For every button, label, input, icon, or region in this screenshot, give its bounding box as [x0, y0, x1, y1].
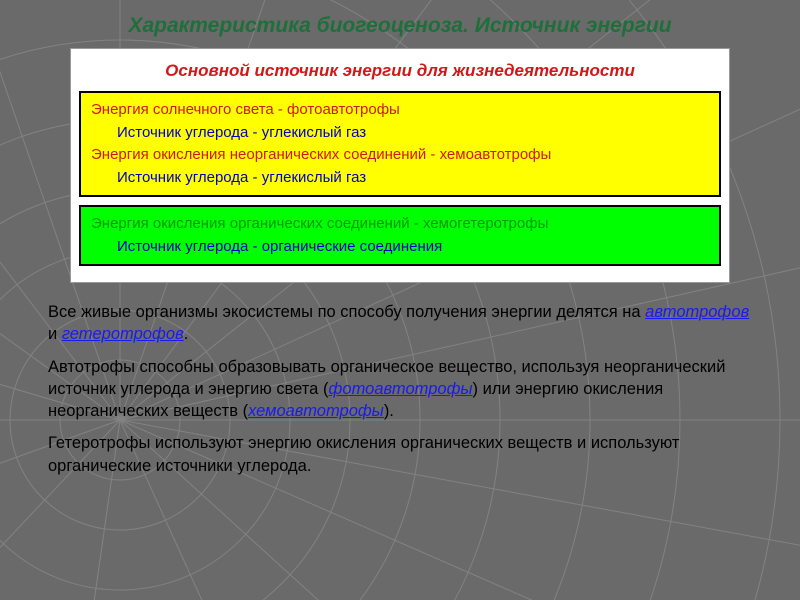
diagram-header: Основной источник энергии для жизнедеяте… — [79, 57, 721, 91]
energy-diagram: Основной источник энергии для жизнедеяте… — [70, 48, 730, 283]
term-autotroph: автотрофов — [645, 303, 749, 321]
p2-text-c: ). — [384, 402, 394, 420]
p1-text-a: Все живые организмы экосистемы по способ… — [48, 303, 645, 321]
paragraph-3: Гетеротрофы используют энергию окисления… — [48, 432, 752, 477]
paragraph-2: Автотрофы способны образовывать органиче… — [48, 356, 752, 423]
hetero-line: Энергия окисления органических соединени… — [91, 213, 709, 236]
body-text: Все живые организмы экосистемы по способ… — [48, 301, 752, 477]
heterotroph-box: Энергия окисления органических соединени… — [79, 205, 721, 266]
term-heterotroph: гетеротрофов — [62, 325, 184, 343]
chemo-carbon: Источник углерода - углекислый газ — [91, 167, 709, 190]
photo-carbon: Источник углерода - углекислый газ — [91, 122, 709, 145]
p1-text-b: и — [48, 325, 62, 343]
hetero-carbon: Источник углерода - органические соедине… — [91, 236, 709, 259]
p1-text-c: . — [184, 325, 189, 343]
term-chemoautotroph: хемоавтотрофы — [248, 402, 384, 420]
autotroph-box: Энергия солнечного света - фотоавтотрофы… — [79, 91, 721, 197]
term-photoautotroph: фотоавтотрофы — [328, 380, 472, 398]
photo-line: Энергия солнечного света - фотоавтотрофы — [91, 99, 709, 122]
slide-title: Характеристика биогеоценоза. Источник эн… — [40, 14, 760, 38]
chemo-line: Энергия окисления неорганических соедине… — [91, 144, 709, 167]
paragraph-1: Все живые организмы экосистемы по способ… — [48, 301, 752, 346]
slide: Характеристика биогеоценоза. Источник эн… — [0, 0, 800, 600]
